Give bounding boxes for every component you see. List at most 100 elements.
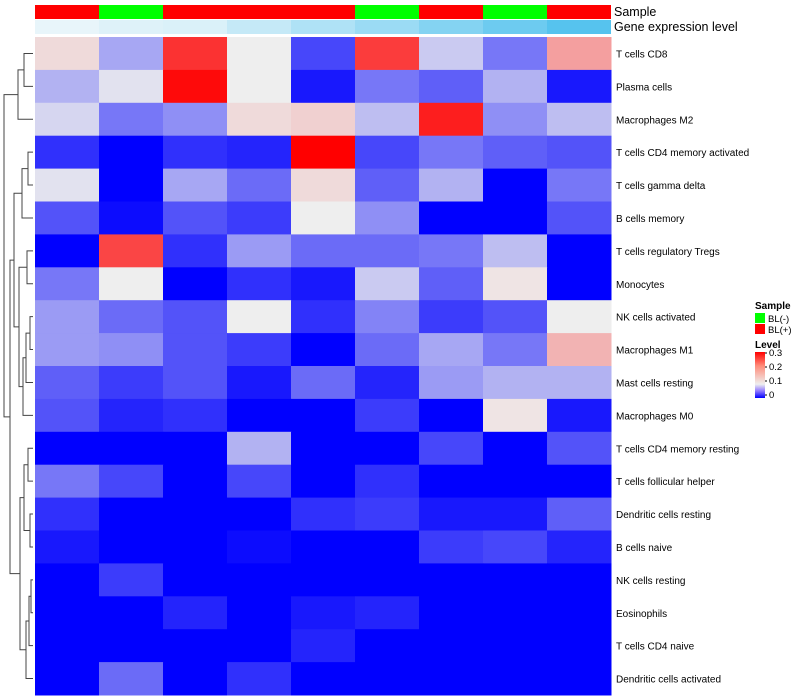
- heatmap-cell: [419, 300, 484, 334]
- dendrogram-branch: [23, 52, 33, 87]
- legend-tick-label: 0.3: [769, 348, 782, 359]
- heatmap-cell: [163, 596, 228, 630]
- expression-annotation-cell: [227, 20, 291, 34]
- heatmap-cell: [99, 234, 164, 268]
- heatmap-cell: [227, 464, 292, 499]
- expression-annotation-cell: [291, 20, 355, 34]
- heatmap-cell: [483, 333, 548, 367]
- dendrogram-branch: [26, 250, 33, 285]
- heatmap-cell: [163, 398, 228, 433]
- row-label: NK cells activated: [616, 313, 695, 324]
- sample-annotation-label: Sample: [614, 5, 656, 19]
- heatmap-cell: [99, 333, 164, 367]
- heatmap-cell: [163, 37, 228, 71]
- heatmap-cell: [163, 530, 228, 564]
- heatmap-cell: [99, 629, 164, 663]
- sample-annotation-cell: [163, 5, 227, 19]
- heatmap-cell: [99, 135, 164, 170]
- heatmap-cell: [35, 201, 100, 235]
- heatmap-cell: [547, 267, 612, 301]
- heatmap-cell: [35, 431, 100, 466]
- heatmap-cell: [355, 37, 420, 71]
- heatmap-cell: [227, 431, 292, 466]
- heatmap-cell: [291, 530, 356, 564]
- heatmap-cell: [163, 267, 228, 301]
- heatmap-cell: [99, 300, 164, 334]
- heatmap-cell: [419, 69, 484, 104]
- heatmap-cell: [419, 201, 484, 235]
- heatmap-cell: [291, 497, 356, 531]
- heatmap-cell: [355, 102, 420, 137]
- heatmap-cell: [35, 629, 100, 663]
- heatmap-cell: [291, 234, 356, 268]
- sample-annotation-cell: [291, 5, 355, 19]
- heatmap-cell: [355, 201, 420, 235]
- row-label: Dendritic cells resting: [616, 510, 711, 521]
- heatmap-cell: [483, 135, 548, 170]
- heatmap-cell: [35, 267, 100, 301]
- row-label: Macrophages M0: [616, 411, 694, 422]
- expression-annotation-label: Gene expression level: [614, 20, 738, 34]
- heatmap-cell: [355, 563, 420, 597]
- heatmap-cell: [355, 497, 420, 531]
- dendrogram-branch: [27, 151, 33, 186]
- heatmap-cell: [227, 135, 292, 170]
- dendrogram-branch: [19, 497, 26, 651]
- row-label: B cells naive: [616, 543, 673, 554]
- sample-annotation-cell: [227, 5, 291, 19]
- heatmap-cell: [227, 366, 292, 400]
- heatmap-cell: [547, 530, 612, 564]
- heatmap-cell: [483, 530, 548, 564]
- heatmap-cell: [163, 333, 228, 367]
- row-label: NK cells resting: [616, 576, 685, 587]
- expression-annotation-cell: [163, 20, 227, 34]
- heatmap-cell: [227, 300, 292, 334]
- heatmap-cell: [355, 135, 420, 170]
- heatmap-cell: [483, 431, 548, 466]
- heatmap-cell: [227, 69, 292, 104]
- heatmap-cell: [35, 662, 100, 696]
- heatmap-cell: [483, 629, 548, 663]
- row-label: Eosinophils: [616, 609, 667, 620]
- expression-annotation-cell: [355, 20, 419, 34]
- sample-annotation-cell: [483, 5, 547, 19]
- heatmap-cell: [291, 629, 356, 663]
- heatmap-cell: [35, 563, 100, 597]
- heatmap-cell: [547, 168, 612, 202]
- heatmap-cell: [419, 366, 484, 400]
- legend-tick-label: 0.2: [769, 362, 782, 373]
- heatmap-cell: [547, 102, 612, 137]
- heatmap-cell: [483, 201, 548, 235]
- heatmap-cell: [227, 267, 292, 301]
- dendrogram-branch: [29, 316, 33, 351]
- heatmap-cell: [547, 662, 612, 696]
- heatmap-cell: [227, 563, 292, 597]
- heatmap-cell: [99, 168, 164, 202]
- heatmap-cell: [419, 431, 484, 466]
- heatmap-cell: [355, 333, 420, 367]
- heatmap-cell: [227, 333, 292, 367]
- heatmap-cell: [35, 300, 100, 334]
- expression-annotation-cell: [547, 20, 611, 34]
- sample-annotation-cell: [355, 5, 419, 19]
- heatmap-cell: [291, 37, 356, 71]
- heatmap-cell: [163, 201, 228, 235]
- heatmap-cell: [355, 629, 420, 663]
- dendrogram-branch: [30, 579, 33, 614]
- expression-annotation-cell: [99, 20, 163, 34]
- heatmap-cell: [291, 333, 356, 367]
- heatmap-cell: [227, 662, 292, 696]
- heatmap-cell: [547, 497, 612, 531]
- row-dendrogram: [3, 52, 33, 680]
- heatmap-cell: [99, 497, 164, 531]
- heatmap-cell: [291, 69, 356, 104]
- legend-tick-label: 0: [769, 390, 774, 401]
- heatmap-cell: [35, 234, 100, 268]
- heatmap-cell: [163, 497, 228, 531]
- expression-annotation-cell: [419, 20, 483, 34]
- row-label: T cells follicular helper: [616, 477, 715, 488]
- heatmap-cell: [419, 563, 484, 597]
- heatmap-cell: [227, 398, 292, 433]
- heatmap-cell: [99, 662, 164, 696]
- heatmap-cell: [227, 37, 292, 71]
